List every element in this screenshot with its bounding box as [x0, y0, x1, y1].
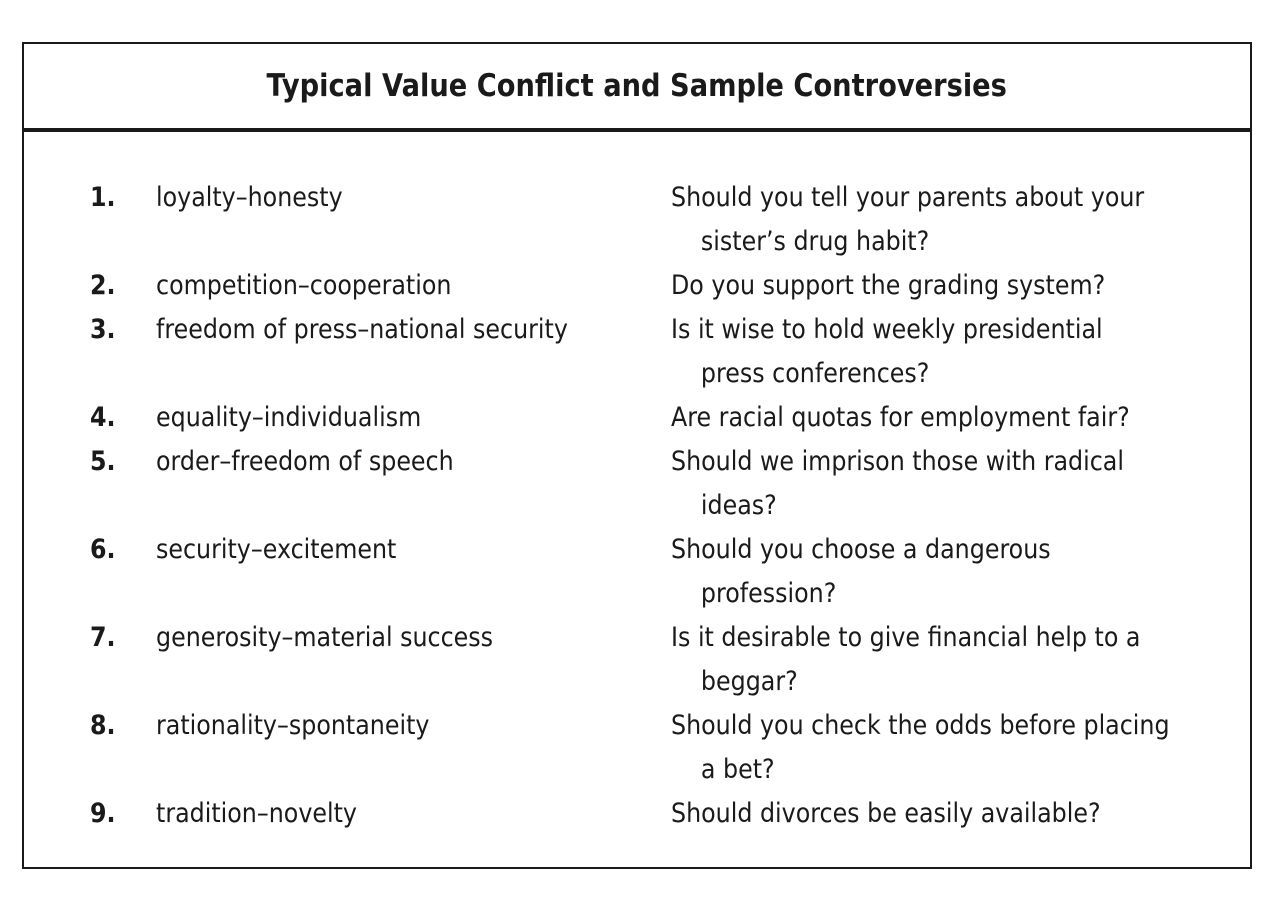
table-row: 8. rationality–spontaneity Should you chec…: [24, 704, 1250, 792]
table-row: 9. tradition–novelty Should divorces be ea…: [24, 792, 1250, 836]
table-title: Typical Value Conflict and Sample Contro…: [266, 68, 1008, 104]
controversy-line: Are racial quotas for employment fair?: [671, 402, 1130, 433]
value-conflict: security–excitement: [156, 534, 397, 565]
row-number: 6.: [90, 534, 116, 565]
title-bar: Typical Value Conflict and Sample Contro…: [24, 44, 1250, 132]
sample-controversy: Is it wise to hold weekly presidential pr…: [671, 308, 1103, 396]
sample-controversy: Should divorces be easily available?: [671, 792, 1101, 836]
row-number: 1.: [90, 182, 116, 213]
table-row: 3. freedom of press–national security Is i…: [24, 308, 1250, 396]
controversy-continuation-line: a bet?: [700, 754, 775, 785]
row-number: 5.: [90, 446, 116, 477]
sample-controversy: Should we imprison those with radical ide…: [671, 440, 1124, 528]
controversy-continuation-line: ideas?: [700, 490, 777, 521]
sample-controversy: Is it desirable to give financial help t…: [671, 616, 1140, 704]
controversy-line: Is it wise to hold weekly presidential: [671, 314, 1103, 345]
value-conflict: rationality–spontaneity: [156, 710, 430, 741]
table-frame: Typical Value Conflict and Sample Contro…: [22, 42, 1252, 869]
value-conflict: equality–individualism: [156, 402, 422, 433]
sample-controversy: Are racial quotas for employment fair?: [671, 396, 1130, 440]
controversy-continuation-line: sister’s drug habit?: [700, 226, 930, 257]
sample-controversy: Should you tell your parents about your s…: [671, 176, 1144, 264]
row-number: 3.: [90, 314, 116, 345]
table-row: 1. loyalty–honesty Should you tell your pa…: [24, 176, 1250, 264]
controversy-line: Should divorces be easily available?: [671, 798, 1101, 829]
table-row: 2. competition–cooperation Do you support …: [24, 264, 1250, 308]
controversy-continuation-line: beggar?: [700, 666, 798, 697]
table-row: 6. security–excitement Should you choose a…: [24, 528, 1250, 616]
table-body: 1. loyalty–honesty Should you tell your pa…: [24, 176, 1250, 836]
value-conflict: freedom of press–national security: [156, 314, 568, 345]
sample-controversy: Do you support the grading system?: [671, 264, 1105, 308]
controversy-line: Should you check the odds before placing: [671, 710, 1170, 741]
controversy-line: Should you tell your parents about your: [671, 182, 1145, 213]
sample-controversy: Should you choose a dangerous profession?: [671, 528, 1051, 616]
controversy-continuation-line: profession?: [700, 578, 837, 609]
value-conflict: loyalty–honesty: [156, 182, 343, 213]
row-number: 7.: [90, 622, 116, 653]
value-conflict: order–freedom of speech: [156, 446, 454, 477]
value-conflict: generosity–material success: [156, 622, 494, 653]
row-number: 2.: [90, 270, 116, 301]
row-number: 9.: [90, 798, 116, 829]
table-row: 7. generosity–material success Is it desir…: [24, 616, 1250, 704]
controversy-line: Do you support the grading system?: [671, 270, 1106, 301]
value-conflict: tradition–novelty: [156, 798, 357, 829]
controversy-continuation-line: press conferences?: [700, 358, 930, 389]
value-conflict: competition–cooperation: [156, 270, 452, 301]
controversy-line: Should you choose a dangerous: [671, 534, 1051, 565]
table-row: 4. equality–individualism Are racial quota…: [24, 396, 1250, 440]
controversy-line: Should we imprison those with radical: [671, 446, 1124, 477]
table-row: 5. order–freedom of speech Should we impri…: [24, 440, 1250, 528]
sample-controversy: Should you check the odds before placing…: [671, 704, 1170, 792]
row-number: 8.: [90, 710, 116, 741]
controversy-line: Is it desirable to give financial help t…: [671, 622, 1141, 653]
row-number: 4.: [90, 402, 116, 433]
